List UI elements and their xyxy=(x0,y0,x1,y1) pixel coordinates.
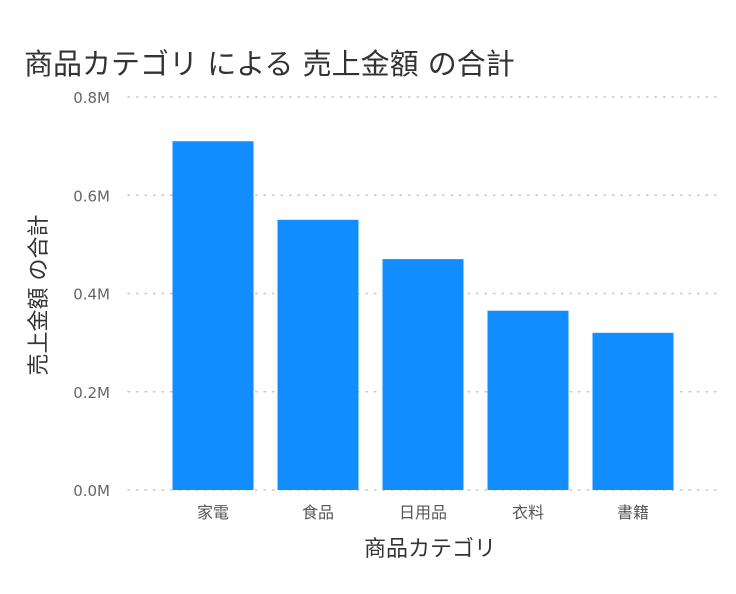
y-axis-ticks: 0.0M 0.2M 0.4M 0.6M 0.8M xyxy=(73,89,110,500)
y-tick-label: 0.0M xyxy=(73,482,110,500)
y-tick-label: 0.4M xyxy=(73,286,110,304)
bar[interactable] xyxy=(382,259,464,490)
bar[interactable] xyxy=(592,332,674,490)
y-axis-label: 売上金額 の合計 xyxy=(27,215,52,376)
y-tick-label: 0.8M xyxy=(73,89,110,107)
y-tick-label: 0.2M xyxy=(73,384,110,402)
x-axis-ticks: 家電 食品 日用品 衣料 書籍 xyxy=(197,503,649,522)
x-tick-label: 衣料 xyxy=(512,503,544,522)
bar[interactable] xyxy=(487,310,569,490)
bar[interactable] xyxy=(172,141,254,490)
y-tick-label: 0.6M xyxy=(73,187,110,205)
bars xyxy=(172,141,674,490)
x-tick-label: 食品 xyxy=(302,503,334,522)
x-tick-label: 書籍 xyxy=(617,503,649,522)
x-axis-label: 商品カテゴリ xyxy=(364,537,496,562)
bar[interactable] xyxy=(277,219,359,490)
x-tick-label: 日用品 xyxy=(399,503,447,522)
chart-title: 商品カテゴリ による 売上金額 の合計 xyxy=(24,47,515,81)
x-tick-label: 家電 xyxy=(197,503,229,522)
